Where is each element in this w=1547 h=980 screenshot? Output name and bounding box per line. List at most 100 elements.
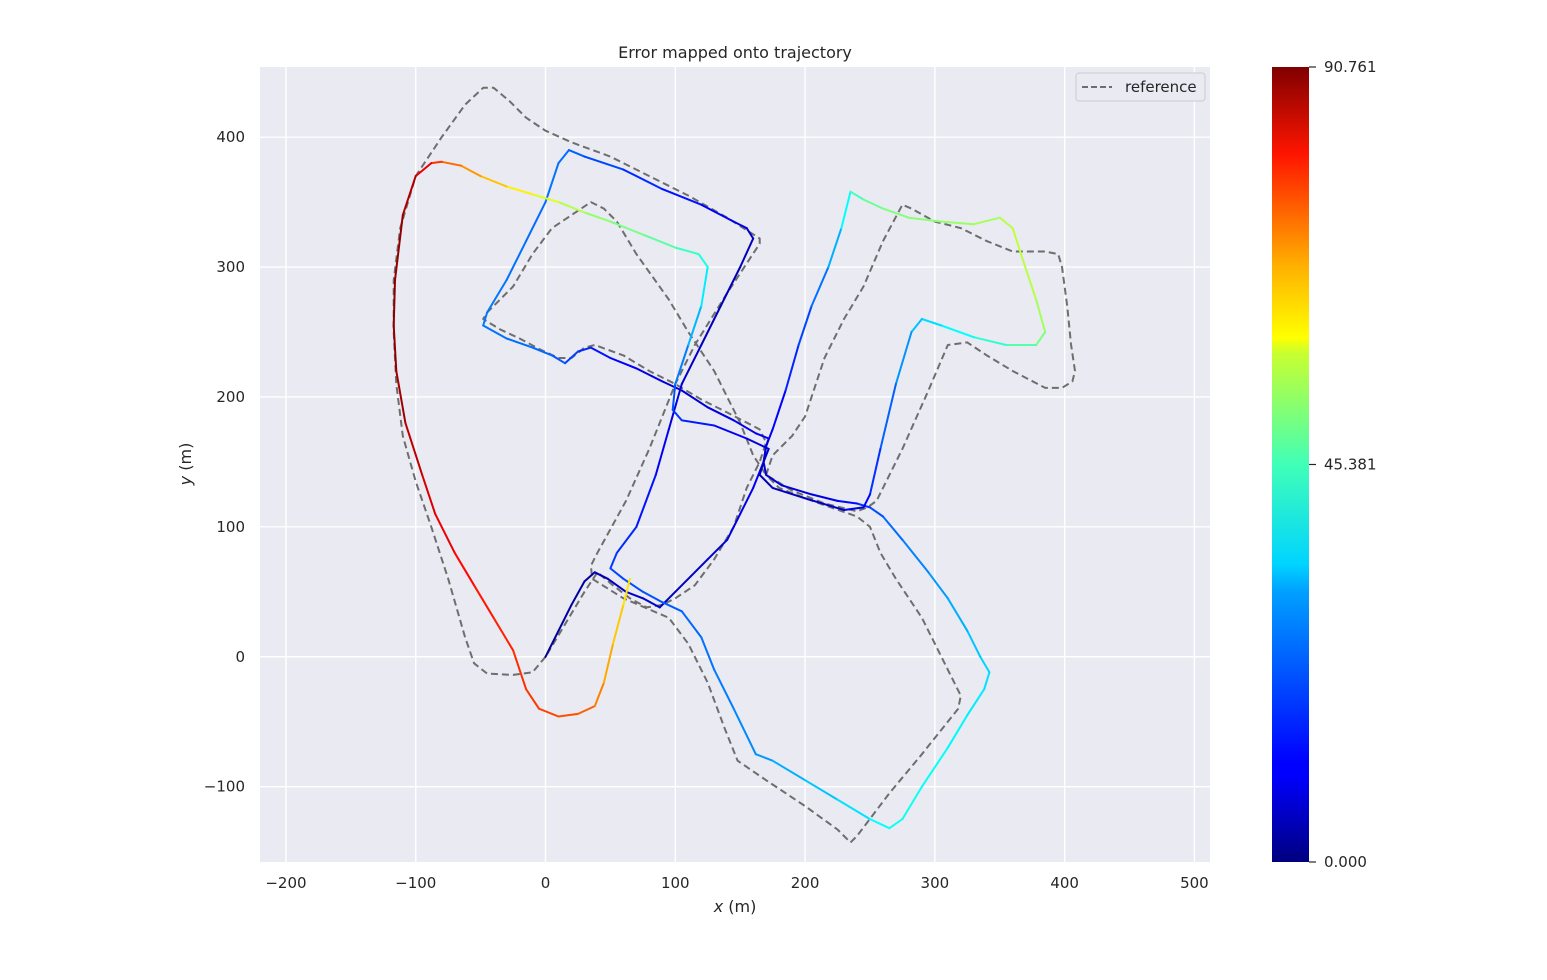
estimate-segment (453, 551, 476, 587)
estimate-segment (392, 279, 396, 327)
x-tick-label: 0 (541, 874, 551, 892)
estimate-segment (843, 506, 865, 511)
estimate-segment (641, 233, 677, 249)
estimate-segment (765, 473, 783, 487)
estimate-segment (577, 705, 596, 715)
estimate-segment (667, 383, 683, 431)
estimate-segment (739, 237, 755, 268)
x-tick-label: 500 (1180, 874, 1209, 892)
estimate-segment (635, 367, 664, 383)
estimate-segment (920, 746, 949, 788)
estimate-segment (713, 424, 748, 440)
estimate-segment (479, 175, 508, 188)
estimate-segment (762, 447, 770, 463)
estimate-segment (862, 198, 884, 210)
estimate-segment (609, 551, 618, 570)
estimate-segment (966, 629, 982, 658)
estimate-segment (726, 512, 742, 541)
estimate-segment (602, 642, 614, 684)
grid (260, 67, 1210, 862)
estimate-segment (680, 610, 703, 639)
estimate-segment (732, 707, 757, 756)
estimate-segment (567, 149, 586, 158)
estimate-segment (551, 354, 566, 365)
estimate-segment (394, 214, 404, 281)
estimate-segment (827, 227, 843, 268)
estimate-segment (706, 538, 729, 561)
estimate-segment (606, 577, 627, 593)
series-reference-line (392, 86, 1076, 844)
estimate-segment (882, 207, 910, 219)
plot-area (260, 67, 1210, 862)
estimate-segment (395, 370, 407, 424)
estimate-segment (570, 580, 586, 606)
estimate-segment (998, 216, 1014, 230)
estimate-segment (531, 193, 560, 204)
estimate-segment (754, 753, 774, 762)
estimate-segment (482, 324, 508, 340)
chart-title: Error mapped onto trajectory (618, 43, 852, 62)
estimate-segment (544, 162, 560, 204)
estimate-segment (661, 601, 683, 613)
estimate-segment (492, 616, 515, 652)
estimate-segment (564, 350, 579, 365)
x-ticks: −200 −100 0 100 200 300 400 500 (265, 874, 1208, 892)
estimate-segment (505, 185, 534, 196)
estimate-segment (706, 406, 735, 422)
estimate-segment (700, 636, 716, 671)
x-axis-var: x (713, 897, 724, 916)
estimate-segment (609, 357, 638, 370)
estimate-segment (745, 437, 770, 450)
estimate-segment (771, 486, 807, 500)
estimate-segment (525, 688, 540, 710)
estimate-segment (482, 311, 489, 327)
y-tick-label: 300 (216, 258, 245, 276)
estimate-segment (869, 506, 884, 518)
estimate-segment (697, 253, 709, 268)
estimate-segment (966, 688, 986, 717)
estimate-segment (557, 201, 586, 214)
estimate-segment (680, 389, 709, 409)
estimate-segment (622, 577, 631, 606)
estimate-segment (583, 155, 625, 171)
y-axis-unit: (m) (176, 443, 195, 476)
estimate-segment (910, 318, 923, 333)
estimate-segment (882, 515, 904, 541)
estimate-segment (687, 305, 703, 346)
estimate-segment (589, 346, 612, 359)
estimate-segment (784, 344, 800, 392)
estimate-segment (609, 220, 644, 236)
estimate-segment (661, 188, 703, 206)
estimate-segment (771, 389, 787, 431)
x-axis-label: x (m) (713, 897, 757, 916)
estimate-segment (780, 484, 813, 496)
estimate-segment (392, 324, 398, 372)
estimate-segment (440, 160, 463, 167)
estimate-segment (797, 305, 813, 346)
estimate-segment (671, 383, 677, 411)
estimate-segment (810, 266, 830, 307)
series-layer (392, 86, 1076, 844)
estimate-segment (836, 798, 871, 821)
colorbar-tick-label: 0.000 (1324, 853, 1367, 871)
estimate-segment (888, 818, 904, 830)
estimate-segment (421, 473, 437, 515)
legend-reference-label: reference (1125, 78, 1197, 96)
x-tick-label: −200 (265, 874, 306, 892)
estimate-segment (920, 318, 943, 327)
estimate-segment (700, 203, 735, 223)
estimate-segment (538, 707, 560, 718)
colorbar-tick-label: 90.761 (1324, 58, 1377, 76)
estimate-segment (615, 525, 638, 554)
estimate-segment (674, 246, 700, 256)
estimate-segment (739, 486, 755, 515)
estimate-segment (869, 818, 891, 830)
estimate-segment (473, 584, 495, 619)
x-axis-unit: (m) (723, 897, 756, 916)
estimate-segment (862, 493, 871, 509)
estimate-segment (1022, 259, 1038, 301)
estimate-segment (754, 432, 770, 440)
x-tick-label: 100 (661, 874, 690, 892)
estimate-segment (557, 712, 579, 718)
